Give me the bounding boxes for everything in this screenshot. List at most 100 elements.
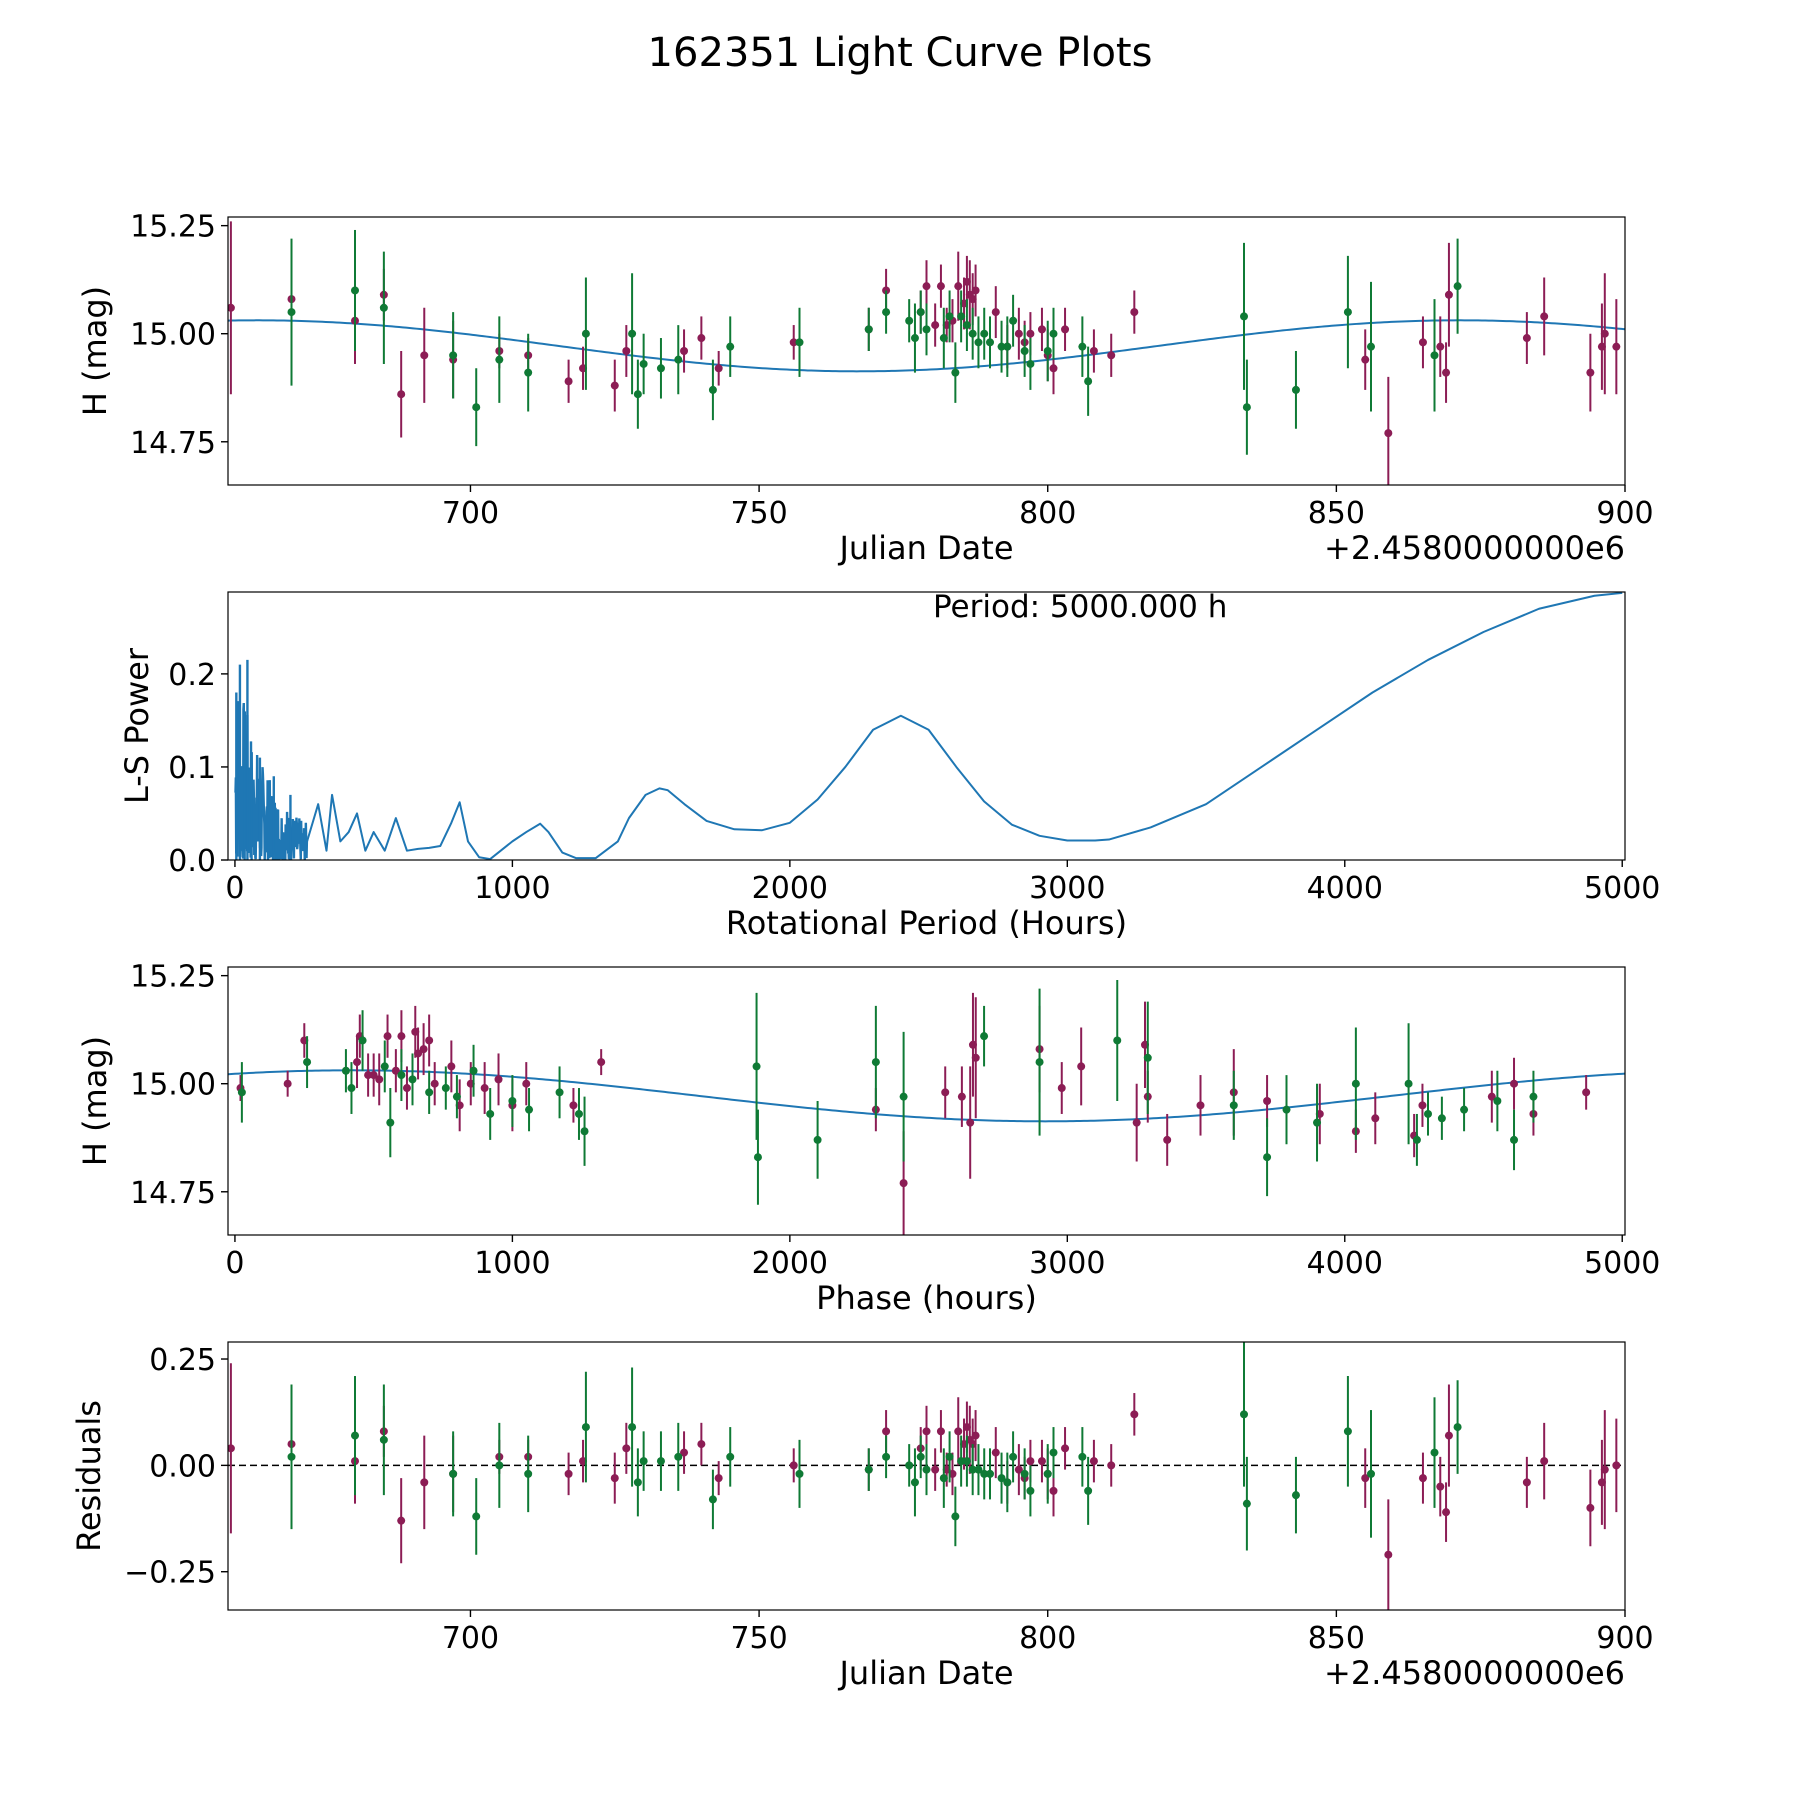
light-curve-model-curve xyxy=(228,319,1625,373)
light-curve-series-b-point xyxy=(674,355,683,364)
light-curve-series-b-point xyxy=(974,338,983,347)
residuals-series-a-point xyxy=(1436,1482,1445,1491)
light-curve-series-a-point xyxy=(991,308,1000,317)
light-curve-series-b-point xyxy=(986,338,994,347)
light-curve-series-b-point xyxy=(1367,342,1375,351)
light-curve-series-b-point xyxy=(1084,377,1093,386)
phased-curve-series-b-point xyxy=(347,1084,356,1093)
light-curve-series-b-point xyxy=(945,312,954,321)
light-curve-series-b-point xyxy=(1003,342,1012,351)
light-curve-xtick-label: 700 xyxy=(442,496,499,531)
phased-curve-series-b-point xyxy=(1313,1118,1322,1127)
phased-curve-series-b-point xyxy=(237,1088,246,1097)
phased-curve-series-b-point xyxy=(1460,1105,1469,1114)
phased-curve-series-a-point xyxy=(391,1066,400,1075)
light-curve-series-b-point xyxy=(951,368,960,377)
residuals-series-b-point xyxy=(1242,1499,1251,1508)
phased-curve-ytick-label: 14.75 xyxy=(130,1176,216,1211)
phased-curve-series-a-point xyxy=(494,1075,503,1084)
light-curve-series-a-point xyxy=(610,381,619,390)
phased-curve-series-a-point xyxy=(283,1079,292,1088)
residuals-xtick-label: 850 xyxy=(1308,1621,1365,1656)
phased-curve-series-a-point xyxy=(1510,1079,1519,1088)
phased-curve-series-b-point xyxy=(752,1062,761,1071)
phased-curve-series-a-point xyxy=(425,1036,434,1045)
periodogram-frame xyxy=(227,591,1626,861)
phased-curve-series-a-point xyxy=(1371,1114,1380,1123)
residuals-series-a-point xyxy=(931,1465,940,1474)
light-curve-series-b-point xyxy=(905,316,914,325)
residuals-series-b-point xyxy=(910,1478,919,1487)
residuals-series-a-point xyxy=(420,1478,429,1487)
light-curve-series-b-point xyxy=(287,308,296,317)
phased-curve-frame xyxy=(227,966,1626,1236)
light-curve-series-a-point xyxy=(420,351,429,360)
phased-curve-series-b-point xyxy=(469,1066,478,1075)
light-curve-series-b-point xyxy=(1009,316,1018,325)
residuals-series-a-point xyxy=(1418,1474,1427,1483)
phased-curve-plot-area xyxy=(228,979,1625,1235)
phased-curve-series-b-point xyxy=(1282,1105,1291,1114)
phased-curve-series-a-point xyxy=(971,1053,980,1062)
residuals-series-b-point xyxy=(524,1469,533,1478)
residuals-series-a-point xyxy=(1026,1457,1035,1466)
light-curve-xlabel: Julian Date xyxy=(837,529,1013,567)
phased-curve-xtick-label: 4000 xyxy=(1307,1246,1383,1281)
light-curve-panel: 700 750 800 850 900 14.75 15.00 15.25 Julian Dat… xyxy=(76,210,1654,567)
phased-curve-series-b-point xyxy=(1404,1079,1413,1088)
phased-curve-series-b-point xyxy=(1351,1079,1360,1088)
residuals-panel: 700 750 800 850 900 0.25 0.00 −0.25 Julian Date R… xyxy=(70,1341,1654,1692)
residuals-series-b-point xyxy=(639,1457,648,1466)
residuals-plot-area xyxy=(228,1342,1625,1610)
residuals-series-a-point xyxy=(1107,1461,1116,1470)
phased-curve-series-b-point xyxy=(574,1109,583,1118)
phased-curve-series-a-point xyxy=(1163,1135,1172,1144)
residuals-series-a-point xyxy=(1361,1474,1370,1483)
residuals-series-b-point xyxy=(726,1452,735,1461)
light-curve-series-b-point xyxy=(708,385,717,394)
residuals-series-b-point xyxy=(962,1457,971,1466)
residuals-series-b-point xyxy=(980,1469,989,1478)
light-curve-series-b-point xyxy=(1049,329,1058,338)
light-curve-series-b-point xyxy=(472,403,481,412)
light-curve-series-b-point xyxy=(864,325,873,334)
phased-curve-series-a-point xyxy=(397,1032,406,1041)
light-curve-series-a-point xyxy=(564,377,573,386)
light-curve-frame xyxy=(227,216,1626,486)
light-curve-series-b-point xyxy=(1020,347,1029,355)
residuals-series-a-point xyxy=(228,1444,235,1453)
phased-curve-ytick-label: 15.25 xyxy=(130,960,216,995)
residuals-series-b-point xyxy=(708,1495,717,1504)
phased-curve-series-b-point xyxy=(341,1066,350,1075)
periodogram-xtick-label: 2000 xyxy=(752,871,828,906)
phased-curve-series-b-point xyxy=(486,1109,495,1118)
residuals-series-b-point xyxy=(1020,1469,1029,1478)
phased-curve-series-b-point xyxy=(555,1088,564,1097)
light-curve-series-b-point xyxy=(449,351,458,360)
light-curve-series-b-point xyxy=(957,312,966,321)
periodogram-ytick-label: 0.2 xyxy=(168,658,216,693)
residuals-series-a-point xyxy=(610,1474,619,1483)
phased-curve-series-a-point xyxy=(419,1045,428,1054)
residuals-series-b-point xyxy=(628,1423,637,1432)
light-curve-series-b-point xyxy=(628,329,637,338)
light-curve-series-b-point xyxy=(726,342,735,351)
residuals-series-b-point xyxy=(939,1474,948,1483)
residuals-series-b-point xyxy=(1240,1410,1248,1419)
residuals-series-b-point xyxy=(472,1512,481,1521)
phased-curve-series-b-point xyxy=(380,1062,389,1071)
phased-curve-series-a-point xyxy=(402,1084,411,1093)
light-curve-series-a-point xyxy=(1049,364,1058,373)
phased-curve-series-b-point xyxy=(303,1058,312,1067)
residuals-series-b-point xyxy=(1003,1478,1012,1487)
periodogram-ytick-label: 0.1 xyxy=(168,751,216,786)
residuals-series-b-point xyxy=(1291,1491,1300,1500)
panels-group: 700 750 800 850 900 14.75 15.00 15.25 Julian Dat… xyxy=(70,210,1660,1692)
residuals-xtick-label: 750 xyxy=(730,1621,787,1656)
phased-curve-panel: 0 1000 2000 3000 4000 5000 14.75 15.00 15.25 Phas… xyxy=(76,960,1660,1317)
periodogram-annotation: Period: 5000.000 h xyxy=(933,589,1227,625)
phased-curve-series-a-point xyxy=(430,1079,439,1088)
residuals-ytick-label: 0.00 xyxy=(149,1449,216,1484)
light-curve-xtick-label: 750 xyxy=(730,496,787,531)
light-curve-xtick-label: 850 xyxy=(1308,496,1365,531)
